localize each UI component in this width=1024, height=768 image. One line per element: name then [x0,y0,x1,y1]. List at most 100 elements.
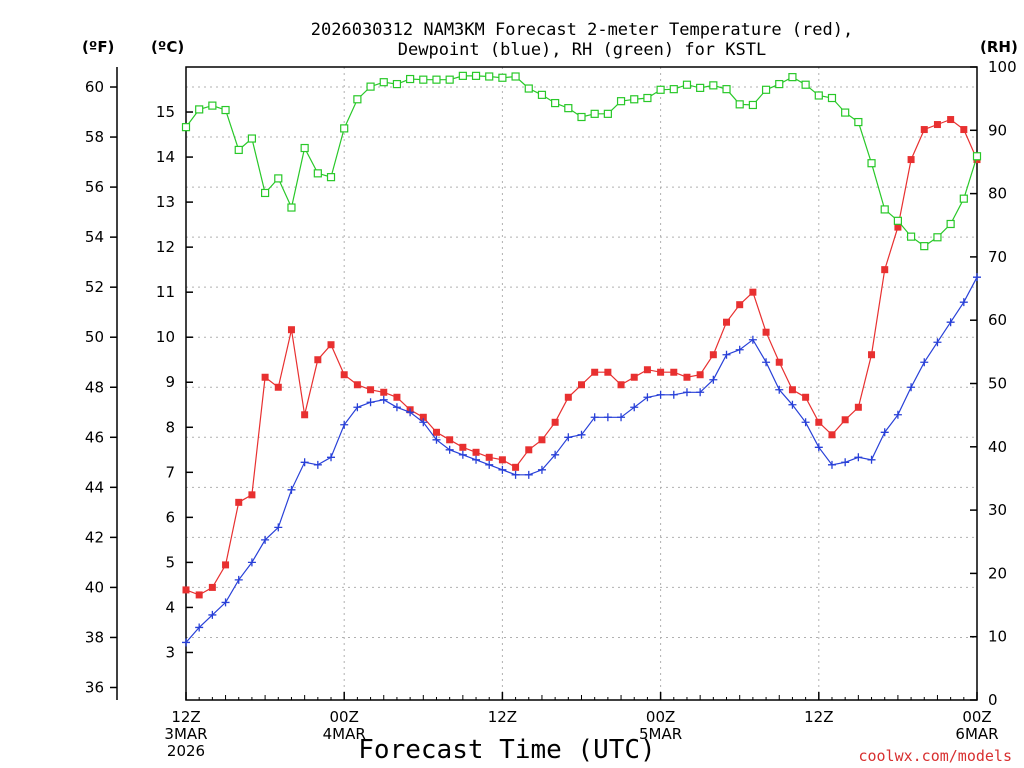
fahrenheit-tick-label: 52 [85,278,104,296]
celsius-tick-label: 15 [156,103,175,121]
rh-tick-label: 60 [988,311,1007,329]
rh-point [788,73,797,82]
dewpoint-point [551,450,560,459]
dewpoint-point [195,623,204,632]
fahrenheit-tick-label: 50 [85,328,104,346]
temperature-point [920,126,928,134]
dewpoint-point [590,413,599,422]
dewpoint-point [722,350,731,359]
time-tick-label: 6MAR [955,725,998,743]
credit-text: coolwx.com/models [858,747,1012,765]
temperature-point [630,373,638,381]
dewpoint-point [841,458,850,467]
rh-point [379,78,388,87]
rh-point [972,152,982,161]
rh-point [485,72,494,81]
dewpoint-point [682,388,691,397]
dewpoint-point [735,345,744,354]
fahrenheit-tick-label: 54 [85,228,104,246]
rh-point [880,205,889,214]
dewpoint-point [208,610,217,619]
temperature-point [683,373,691,381]
dewpoint-point [788,400,797,409]
dewpoint-point [577,430,586,439]
fahrenheit-tick-label: 40 [85,578,104,596]
rh-point [340,124,349,133]
chart-title-line1: 2026030312 NAM3KM Forecast 2-meter Tempe… [311,20,853,40]
celsius-tick-label: 12 [156,238,175,256]
x-axis-label: Forecast Time (UTC) [358,735,655,765]
fahrenheit-tick-label: 36 [85,678,104,696]
fahrenheit-tick-label: 58 [85,128,104,146]
temperature-point [868,351,876,359]
dewpoint-point [656,390,665,399]
temperature-point [591,368,599,376]
rh-point [906,232,916,241]
rh-tick-label: 70 [988,248,1007,266]
dewpoint-point [247,558,256,567]
time-tick-label: 4MAR [323,725,366,743]
rh-point [300,143,309,153]
rh-point [814,91,823,100]
temperature-point [195,591,203,599]
dewpoint-point [353,403,362,412]
temperature-point [485,453,493,461]
dewpoint-point [959,298,968,307]
fahrenheit-axis: 36 38 40 42 44 46 48 50 52 54 56 58 60 [85,67,118,700]
dewpoint-point [445,445,454,454]
rh-point [537,90,547,99]
temperature-point [788,386,796,394]
temperature-point [235,498,243,506]
rh-tick-label: 20 [988,564,1007,582]
rh-point [933,233,942,242]
rh-point [696,83,705,92]
rh-point [656,85,665,94]
rh-point [735,100,744,109]
dewpoint-point [920,358,929,367]
rh-tick-label: 40 [988,438,1007,456]
fahrenheit-tick-label: 46 [85,428,104,446]
temperature-point [222,561,230,569]
temperature-point [498,456,506,464]
celsius-tick-label: 10 [156,328,175,346]
dewpoint-point [392,403,401,412]
fahrenheit-unit-label: (ºF) [82,38,114,56]
rh-point [445,75,454,84]
rh-point [247,134,257,143]
rh-point [748,100,757,110]
temperature-point [723,318,731,326]
rh-point [234,145,243,155]
rh-point [392,79,402,89]
celsius-tick-label: 8 [165,418,175,436]
temperature-point [802,393,810,401]
rh-unit-label: (RH) [980,38,1018,56]
dewpoint-point [511,470,520,479]
rh-point [326,173,336,182]
rh-point [181,123,191,132]
rh-point [577,112,586,122]
temperature-point [551,418,559,426]
rh-point [775,79,784,89]
temperature-point [564,393,572,401]
rh-tick-label: 90 [988,121,1007,139]
temperature-point [815,418,823,426]
dewpoint-point [933,338,942,347]
chart-title-line2: Dewpoint (blue), RH (green) for KSTL [398,40,766,60]
dewpoint-point [709,375,718,384]
time-tick-label: 12Z [488,708,517,726]
rh-point [867,159,876,168]
celsius-unit-label: (ºC) [151,38,184,56]
dewpoint-point [327,453,336,462]
dewpoint-point [300,458,309,467]
dewpoint-series [182,273,981,647]
dewpoint-point [537,465,546,474]
rh-point [366,82,375,91]
dewpoint-point [340,420,349,429]
fahrenheit-tick-label: 60 [85,78,104,96]
dewpoint-point [762,358,771,367]
rh-point [432,75,441,84]
dewpoint-point [946,318,955,327]
rh-series [181,71,982,251]
celsius-tick-label: 14 [156,148,175,166]
rh-point [406,74,415,84]
